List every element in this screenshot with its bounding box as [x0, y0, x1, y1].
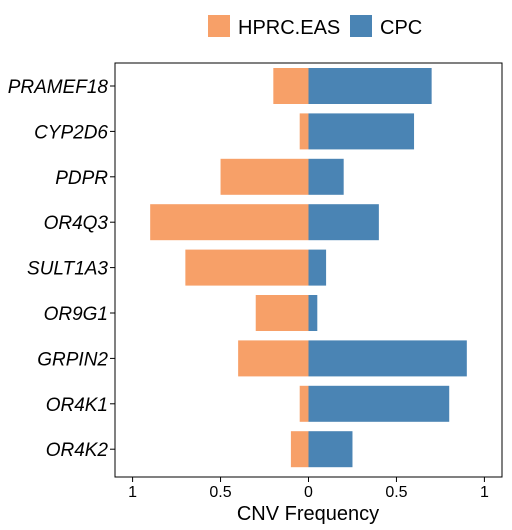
legend-label-hprc-eas: HPRC.EAS — [238, 17, 340, 39]
bar-hprc-eas-or9g1 — [255, 295, 309, 331]
x-axis: 1 0.5 0 0.5 1 — [128, 477, 489, 501]
bar-cpc-or4q3 — [308, 204, 379, 241]
legend-swatch-hprc-eas — [208, 15, 230, 37]
bar-cpc-cyp2d6 — [308, 113, 415, 150]
x-tick-label-4: 1 — [480, 484, 489, 501]
bar-hprc-eas-grpin2 — [238, 340, 309, 377]
bar-cpc-pdpr — [308, 158, 344, 195]
y-tick-label-or9g1: OR9G1 — [44, 304, 108, 325]
bar-hprc-eas-or4k1 — [299, 385, 309, 422]
legend-label-cpc: CPC — [380, 17, 422, 39]
bar-cpc-pramef18 — [308, 68, 432, 104]
bar-hprc-eas-sult1a3 — [185, 249, 309, 286]
bar-hprc-eas-pramef18 — [273, 68, 309, 104]
bar-cpc-or4k2 — [308, 431, 353, 468]
bar-cpc-or4k1 — [308, 385, 450, 422]
y-tick-label-grpin2: GRPIN2 — [37, 349, 108, 370]
bar-hprc-eas-cyp2d6 — [299, 113, 309, 150]
x-tick-label-0: 1 — [128, 484, 137, 501]
bar-cpc-or9g1 — [308, 295, 318, 331]
legend-swatch-cpc — [350, 15, 372, 37]
bar-area — [150, 68, 467, 468]
bar-cpc-sult1a3 — [308, 249, 327, 286]
bar-hprc-eas-or4k2 — [290, 431, 309, 468]
bar-cpc-grpin2 — [308, 340, 467, 377]
y-tick-label-pramef18: PRAMEF18 — [8, 77, 109, 98]
y-tick-label-pdpr: PDPR — [55, 168, 108, 189]
y-tick-label-or4q3: OR4Q3 — [44, 213, 109, 234]
bar-hprc-eas-or4q3 — [150, 204, 309, 241]
bar-hprc-eas-pdpr — [220, 158, 309, 195]
x-tick-label-3: 0.5 — [385, 484, 407, 501]
legend: HPRC.EAS CPC — [208, 15, 422, 39]
x-axis-title: CNV Frequency — [237, 503, 379, 525]
y-tick-label-or4k2: OR4K2 — [46, 440, 109, 461]
y-axis: PRAMEF18 CYP2D6 PDPR OR4Q3 SULT1A3 OR9G1 GRPIN… — [8, 77, 115, 461]
x-tick-label-1: 0.5 — [209, 484, 231, 501]
y-tick-label-cyp2d6: CYP2D6 — [34, 122, 108, 143]
y-tick-label-or4k1: OR4K1 — [46, 395, 108, 416]
y-tick-label-sult1a3: SULT1A3 — [27, 259, 108, 280]
x-tick-label-2: 0 — [304, 484, 313, 501]
